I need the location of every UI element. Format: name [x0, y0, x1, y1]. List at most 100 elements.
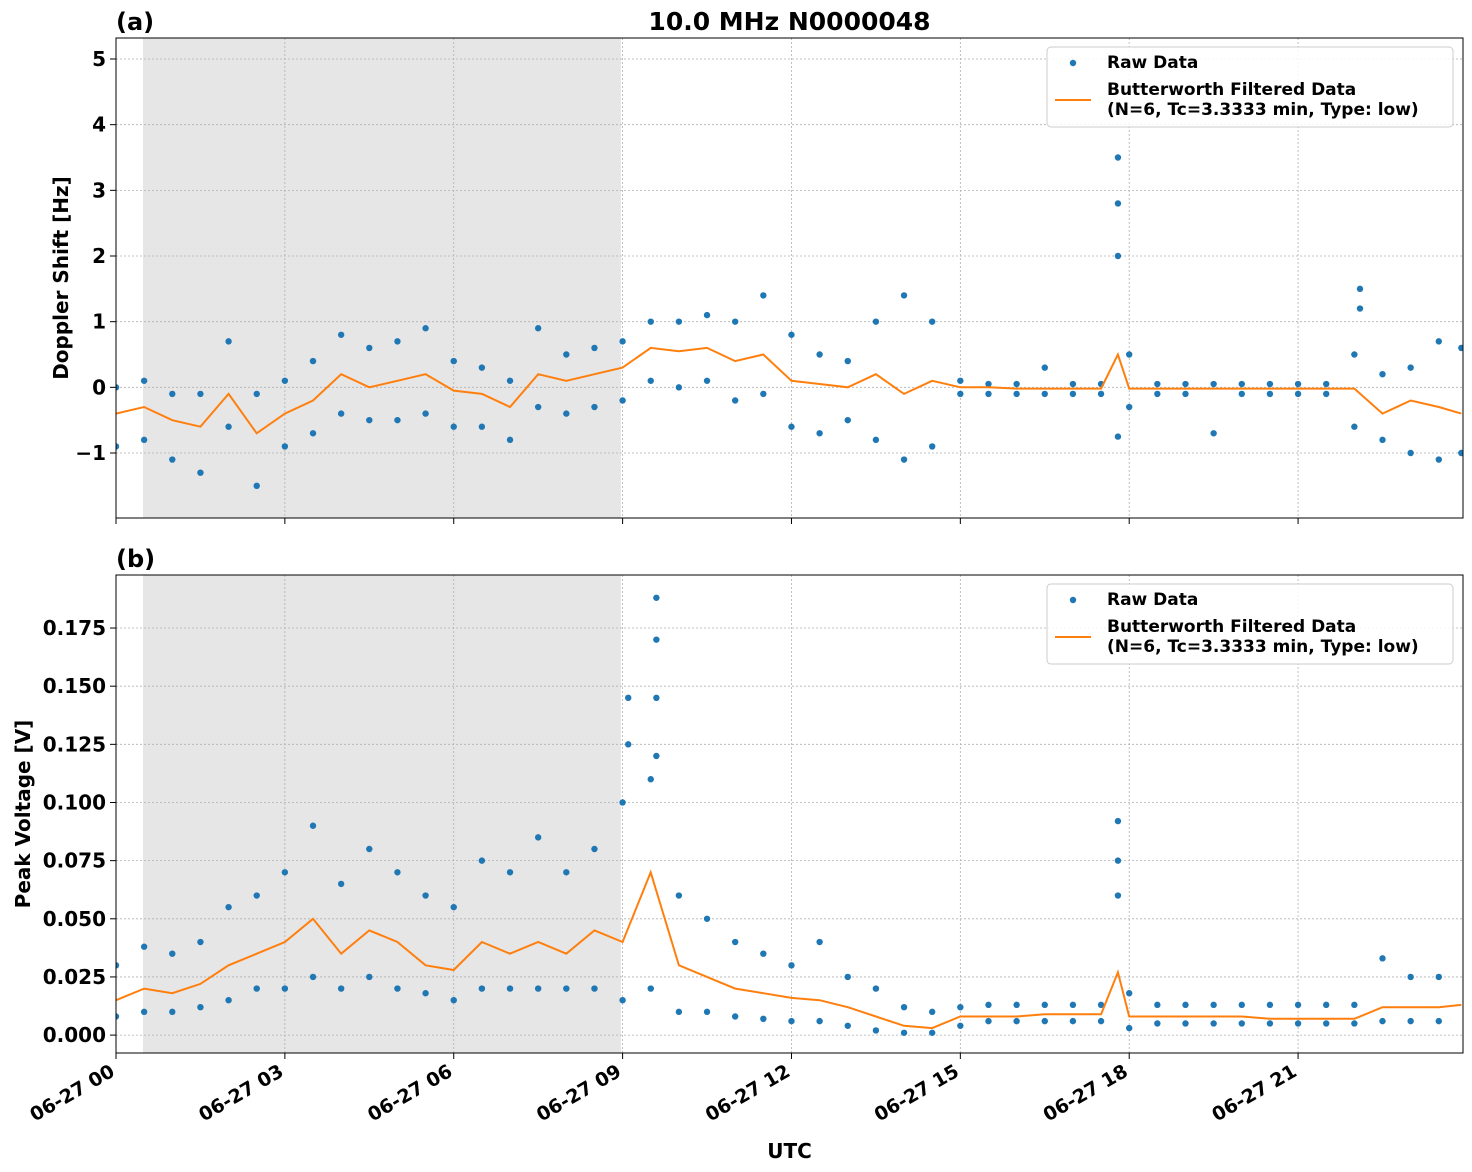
- raw-point: [844, 416, 851, 424]
- raw-point: [563, 410, 570, 417]
- raw-point: [591, 845, 598, 853]
- raw-point: [816, 430, 823, 437]
- raw-point: [1266, 380, 1274, 388]
- raw-point: [1114, 252, 1122, 260]
- chart-title: 10.0 MHz N0000048: [648, 7, 930, 36]
- y-tick-label: 0.000: [43, 1023, 106, 1047]
- raw-point: [675, 318, 683, 325]
- raw-point: [703, 1008, 711, 1016]
- raw-point: [422, 990, 429, 997]
- raw-point: [591, 344, 598, 352]
- raw-point: [506, 869, 514, 876]
- raw-point: [366, 344, 373, 352]
- raw-point: [422, 892, 429, 899]
- raw-point: [253, 892, 260, 899]
- raw-point: [619, 996, 626, 1004]
- raw-point: [1097, 1017, 1105, 1025]
- raw-point: [1126, 990, 1133, 997]
- raw-point: [1114, 857, 1122, 864]
- raw-point: [1182, 1001, 1189, 1009]
- raw-point: [169, 456, 176, 463]
- raw-point: [1407, 973, 1414, 981]
- panel-label: (a): [116, 8, 154, 36]
- raw-point: [366, 416, 373, 424]
- y-tick-label: 0.100: [43, 790, 106, 814]
- legend-entry-box: Butterworth Filtered Data (N=6, Tc=3.333…: [1107, 617, 1419, 657]
- raw-point: [985, 390, 992, 398]
- y-tick-label: −1: [75, 441, 106, 465]
- raw-point: [1041, 390, 1048, 398]
- raw-point: [337, 985, 345, 992]
- raw-point: [1458, 344, 1463, 352]
- raw-point: [788, 423, 795, 430]
- raw-point: [394, 869, 401, 876]
- raw-point: [1323, 380, 1330, 388]
- raw-point: [1379, 436, 1386, 444]
- raw-point: [900, 1003, 908, 1011]
- filtered-line: [116, 346, 1462, 435]
- raw-point: [1351, 351, 1358, 358]
- raw-point: [197, 390, 204, 398]
- raw-point: [1013, 390, 1020, 398]
- raw-point: [1407, 1017, 1414, 1025]
- raw-point: [1013, 380, 1020, 388]
- raw-point: [337, 410, 345, 417]
- raw-point: [653, 594, 660, 601]
- raw-point: [1379, 1017, 1386, 1025]
- raw-point: [253, 482, 260, 490]
- raw-point: [900, 1029, 908, 1036]
- raw-point: [1294, 390, 1302, 398]
- raw-point: [394, 338, 401, 345]
- raw-point: [478, 985, 486, 992]
- raw-point: [1351, 1020, 1358, 1027]
- y-tick-label: 0.075: [43, 849, 106, 873]
- x-tick-label: 06-27 18: [1039, 1060, 1131, 1126]
- legend-label: Butterworth Filtered Data (N=6, Tc=3.333…: [1107, 80, 1419, 120]
- raw-point: [1294, 380, 1302, 388]
- raw-point: [1238, 1020, 1245, 1027]
- raw-point: [1154, 380, 1161, 388]
- raw-point: [281, 377, 289, 384]
- raw-point: [1182, 1020, 1189, 1027]
- raw-point: [731, 318, 739, 325]
- raw-point: [506, 985, 514, 992]
- raw-point: [1069, 380, 1077, 388]
- y-tick-label: 3: [92, 178, 106, 202]
- raw-point: [957, 390, 964, 398]
- shaded-span: [143, 575, 621, 1053]
- y-tick-label: 0.025: [43, 965, 106, 989]
- raw-point: [366, 845, 373, 853]
- raw-point: [760, 950, 767, 957]
- raw-point: [1154, 1020, 1161, 1027]
- raw-point: [197, 469, 204, 476]
- axes-frame: [115, 574, 1464, 1054]
- legend-marker: [1069, 596, 1077, 604]
- raw-point: [928, 318, 936, 325]
- raw-point: [309, 357, 317, 365]
- y-tick-label: 0.150: [43, 674, 106, 698]
- raw-point: [844, 1022, 851, 1029]
- raw-point: [534, 325, 542, 332]
- axes-frame: [115, 37, 1464, 519]
- raw-point: [1126, 1024, 1133, 1032]
- raw-point: [788, 1017, 795, 1025]
- raw-point: [422, 325, 429, 332]
- raw-point: [197, 938, 204, 946]
- y-axis-label: Doppler Shift [Hz]: [49, 176, 73, 380]
- raw-point: [844, 973, 851, 981]
- raw-point: [225, 996, 232, 1004]
- shaded-span: [143, 38, 621, 518]
- raw-point: [309, 822, 317, 829]
- legend-label: Butterworth Filtered Data (N=6, Tc=3.333…: [1107, 617, 1419, 657]
- raw-point: [506, 436, 514, 444]
- raw-point: [309, 430, 317, 437]
- raw-point: [844, 357, 851, 365]
- raw-point: [788, 962, 795, 969]
- raw-point: [169, 390, 176, 398]
- raw-point: [647, 985, 654, 992]
- raw-point: [816, 938, 823, 946]
- x-tick-label: 06-27 00: [26, 1060, 118, 1126]
- raw-point: [1041, 364, 1048, 371]
- raw-point: [1154, 390, 1161, 398]
